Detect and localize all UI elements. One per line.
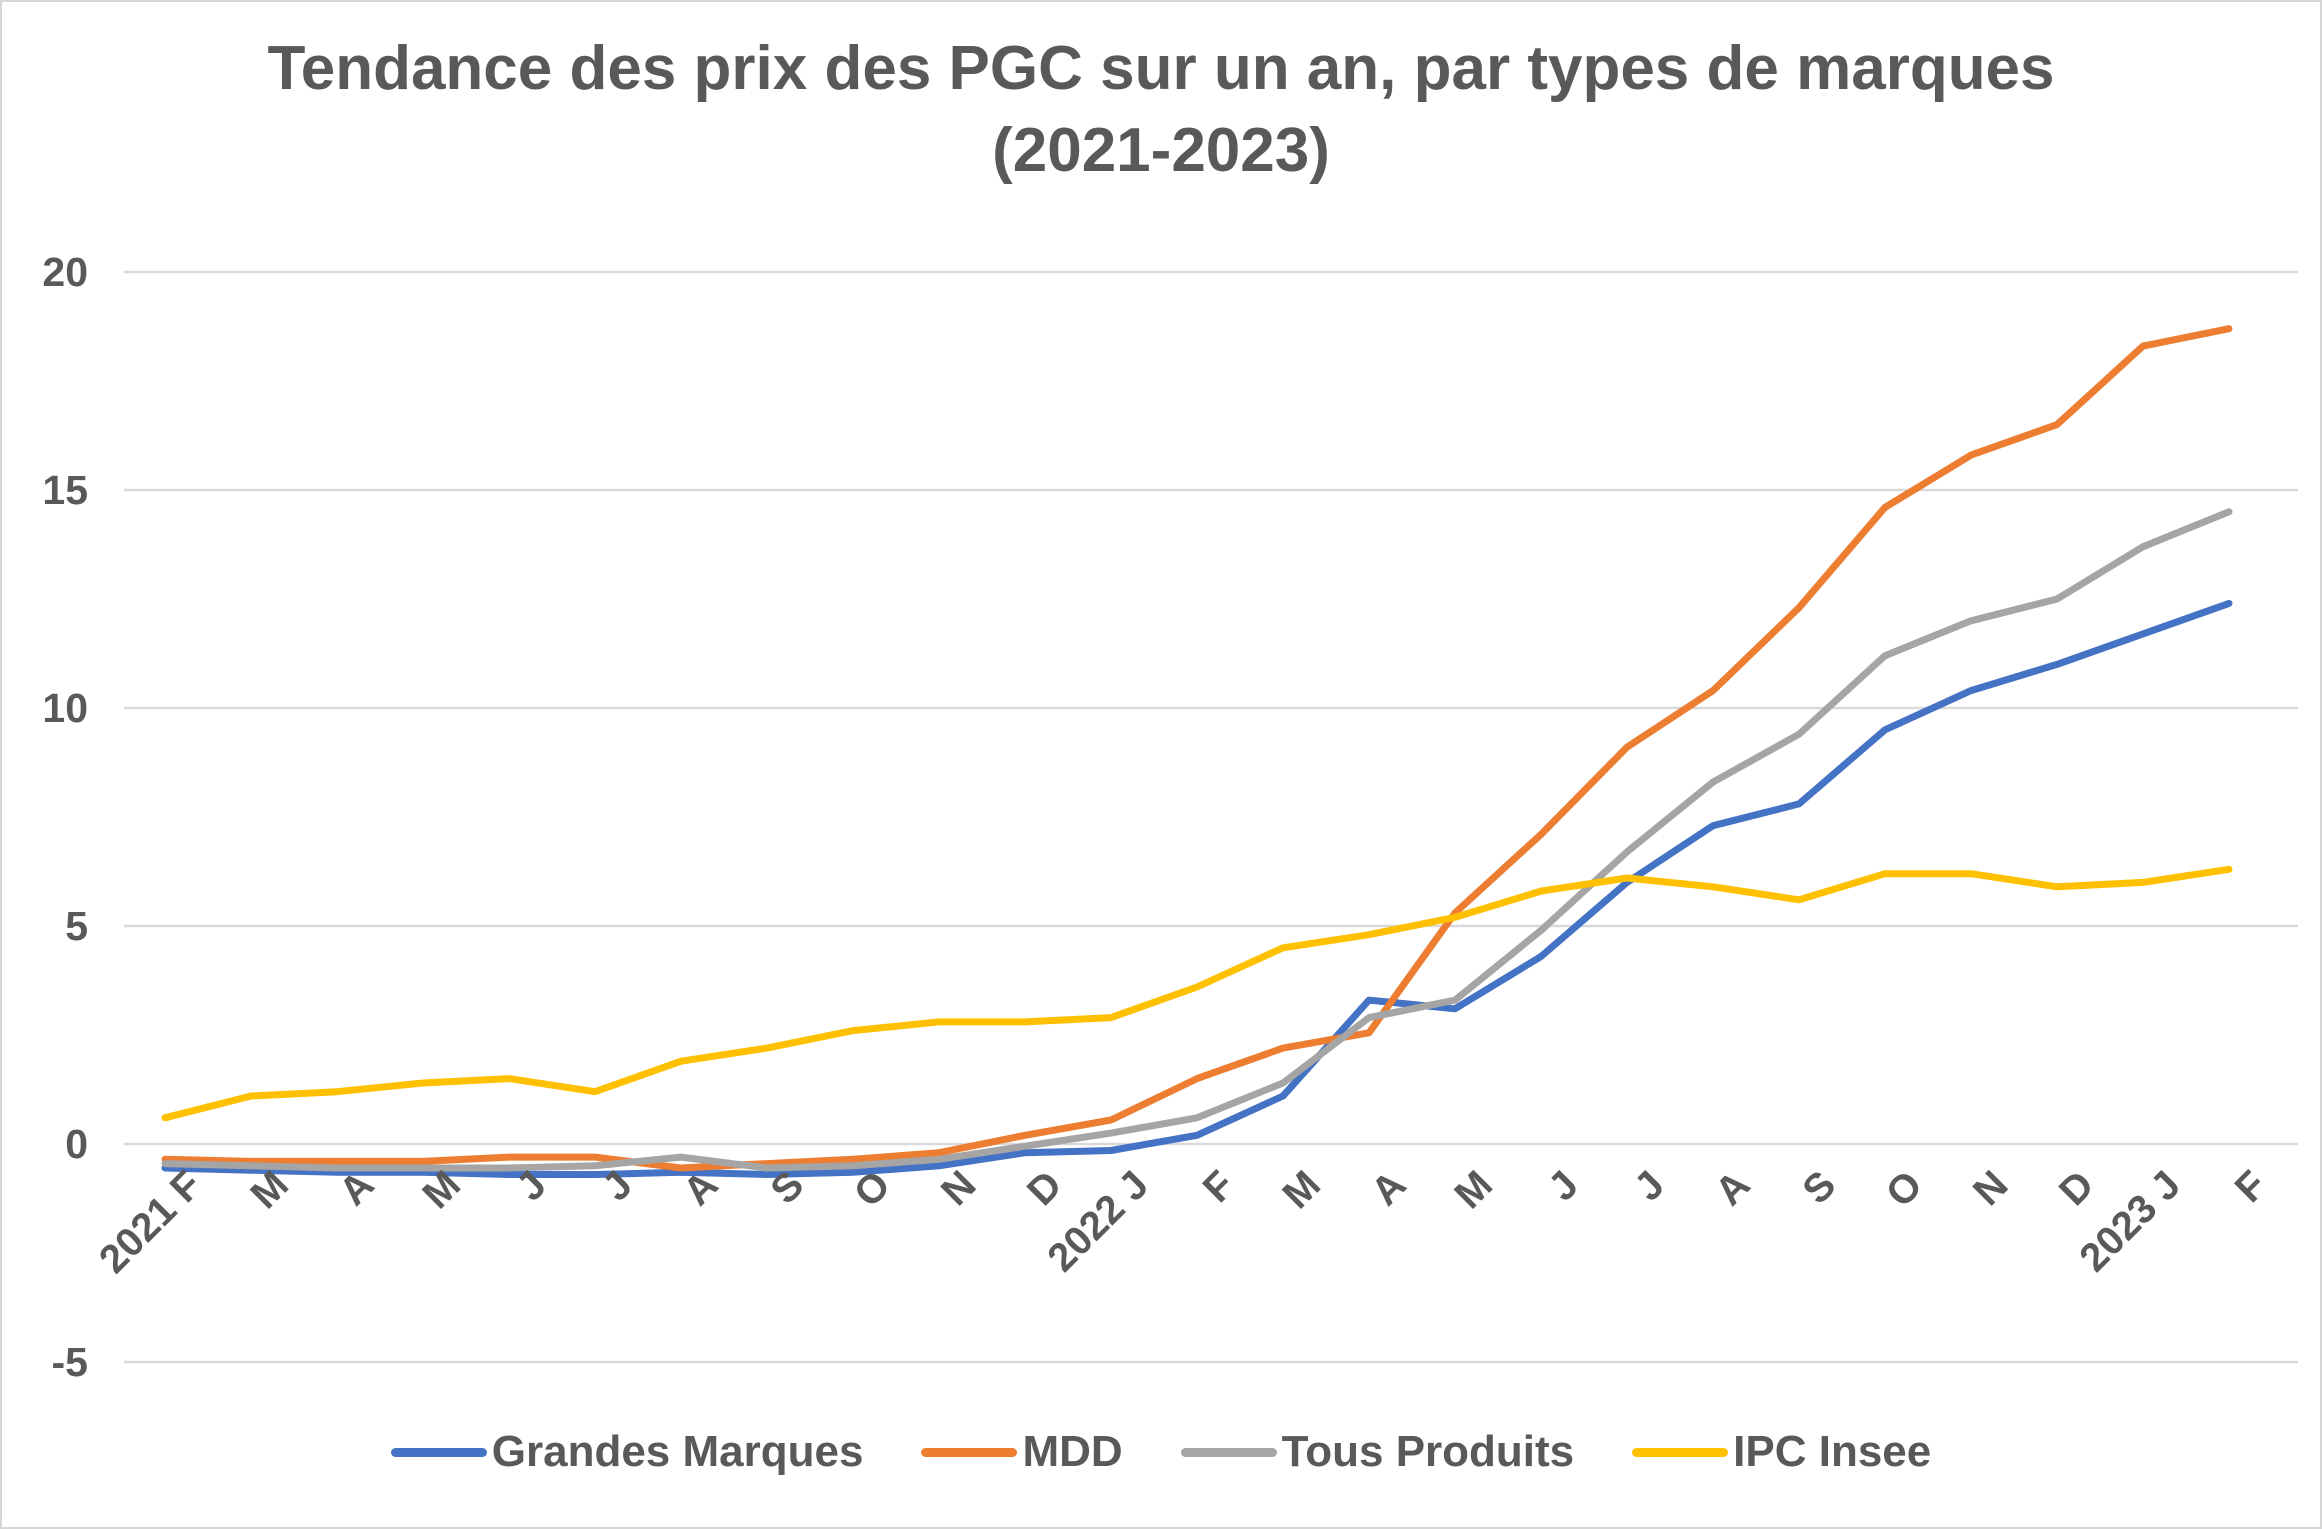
y-axis-tick-label: 20 — [42, 249, 88, 295]
legend-item-tous-produits[interactable]: Tous Produits — [1180, 1427, 1575, 1476]
series-line-tous-produits[interactable] — [161, 508, 2233, 1172]
chart-title-line1: Tendance des prix des PGC sur un an, par… — [267, 34, 2055, 103]
legend-label: IPC Insee — [1733, 1427, 1932, 1476]
legend-item-ipc-insee[interactable]: IPC Insee — [1632, 1430, 1931, 1474]
legend-label: Tous Produits — [1281, 1427, 1575, 1476]
legend-item-grandes-marques[interactable]: Grandes Marques — [390, 1427, 864, 1476]
series-line-mdd[interactable] — [161, 325, 2233, 1172]
chart-title-line2: (2021-2023) — [992, 115, 1330, 185]
chart-title: Tendance des prix des PGC sur un an, par… — [2, 28, 2320, 192]
y-axis-tick-label: 0 — [65, 1121, 88, 1167]
chart-legend: Grandes Marques MDD Tous Produits IPC Insee — [2, 1430, 2320, 1474]
y-axis-tick-label: 5 — [65, 903, 88, 949]
legend-swatch-icon — [1180, 1447, 1277, 1457]
legend-label: MDD — [1022, 1427, 1123, 1476]
y-axis-tick-label: 15 — [42, 467, 88, 513]
y-axis-tick-label: 10 — [42, 685, 88, 731]
legend-item-mdd[interactable]: MDD — [921, 1427, 1123, 1476]
legend-swatch-icon — [390, 1447, 487, 1457]
legend-swatch-icon — [921, 1447, 1018, 1457]
legend-label: Grandes Marques — [491, 1427, 864, 1476]
legend-swatch-icon — [1632, 1447, 1729, 1457]
y-axis-tick-label: -5 — [51, 1339, 88, 1385]
series-line-grandes-marques[interactable] — [161, 599, 2233, 1178]
series-line-ipc-insee[interactable] — [161, 865, 2233, 1122]
